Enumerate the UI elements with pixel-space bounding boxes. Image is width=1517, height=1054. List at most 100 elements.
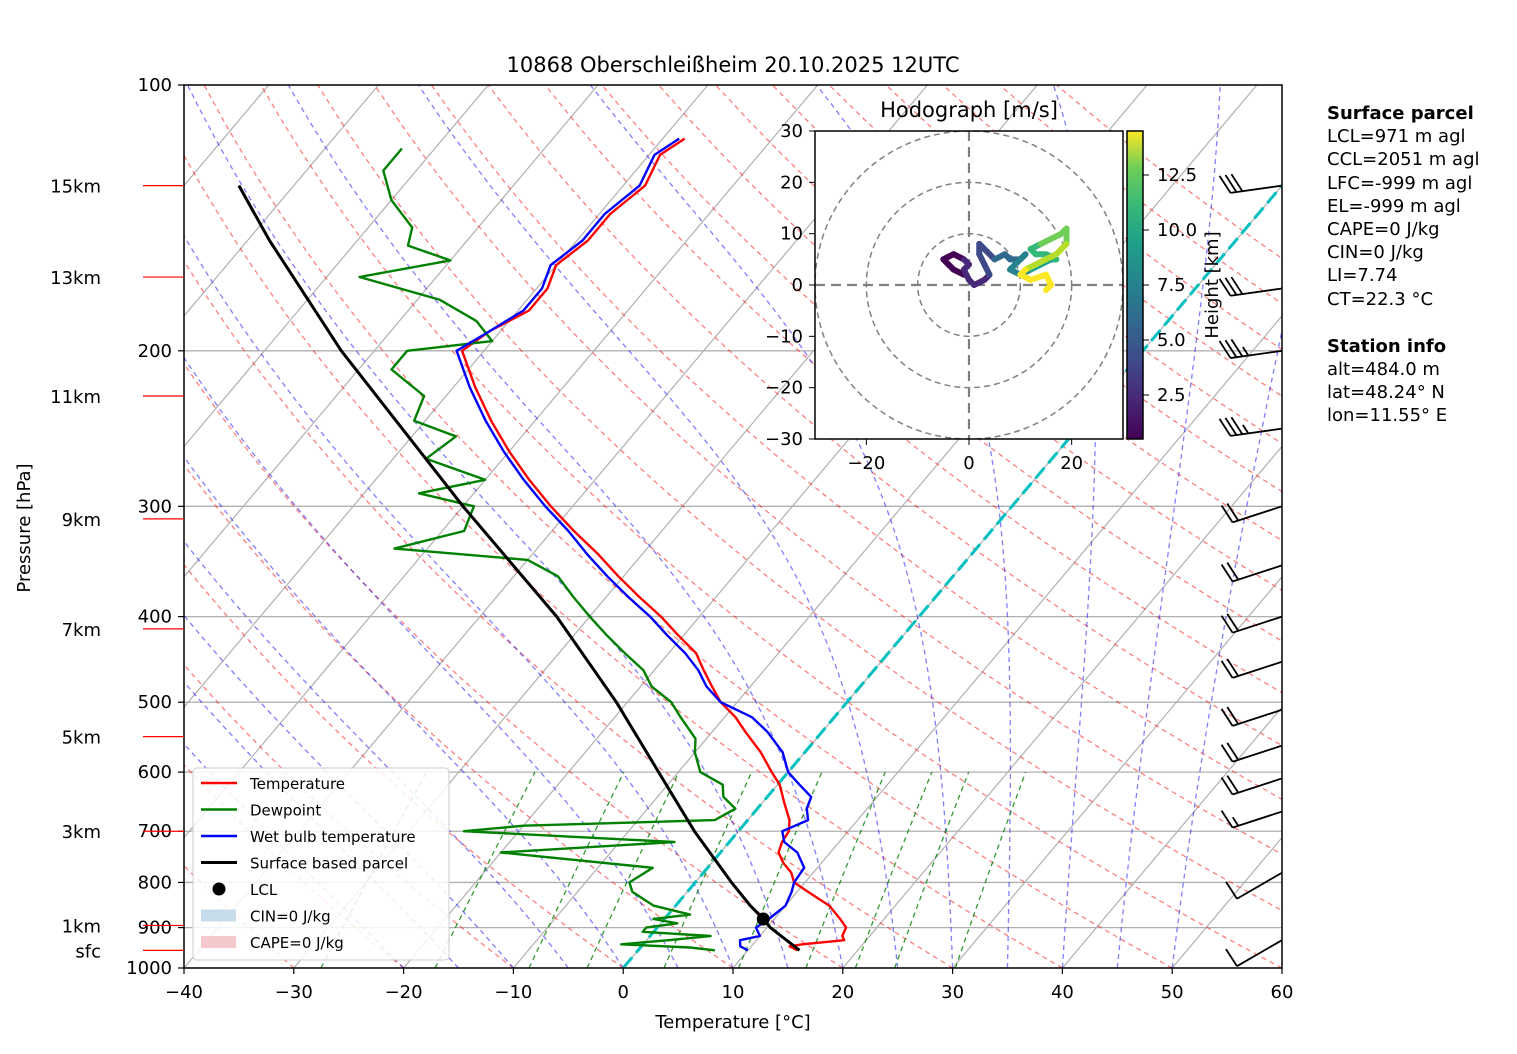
barb-flag	[1242, 424, 1250, 434]
wind-barb	[1220, 503, 1283, 524]
mixing-ratio-line	[954, 771, 1027, 968]
axes: −40 −30 −20 −10 0 10 20 30 40 50 60100200300400500…	[50, 75, 1293, 1003]
hodograph-x-tick-label: 20	[1060, 453, 1083, 474]
hodograph-y-tick-label: −30	[765, 429, 803, 450]
x-tick-label: −30	[275, 982, 313, 1003]
zero-isotherm-line	[622, 183, 1282, 968]
mixing-ratio-line	[663, 771, 753, 968]
y-tick-label: 900	[138, 918, 172, 939]
legend-label: Wet bulb temperature	[250, 828, 416, 846]
barb-flag	[1224, 417, 1238, 436]
barb-flag	[1224, 277, 1238, 296]
colorbar-tick-label: 2.5	[1157, 385, 1186, 406]
barb-flag	[1220, 744, 1234, 763]
barb-staff	[1232, 777, 1283, 796]
hodograph-title: Hodograph [m/s]	[880, 98, 1058, 122]
colorbar-label: Height [km]	[1202, 231, 1223, 338]
height-marker-label: 13km	[50, 268, 101, 289]
wind-barb	[1220, 706, 1283, 727]
moist-adiabat	[417, 85, 899, 968]
info-ct: CT=22.3 °C	[1327, 288, 1434, 310]
dry-adiabat	[184, 154, 1063, 968]
barb-flag	[1226, 562, 1240, 581]
isotherm	[1061, 706, 1282, 968]
dewpoint-line	[358, 147, 737, 952]
wetbulb-line	[455, 137, 813, 952]
barb-flag	[1226, 775, 1240, 794]
isotherm	[732, 315, 1282, 968]
info-lon: lon=11.55° E	[1327, 405, 1448, 427]
wind-barbs	[1218, 173, 1283, 967]
mixing-ratio-line	[854, 771, 933, 968]
wind-barb	[1218, 338, 1283, 359]
wind-barb	[1220, 742, 1283, 763]
barb-flag	[1226, 658, 1240, 677]
colorbar-tick-label: 7.5	[1157, 275, 1186, 296]
barb-flag	[1220, 708, 1234, 727]
height-marker-label: 9km	[62, 510, 101, 531]
barb-flag	[1226, 613, 1240, 632]
colorbar-tick-label: 10.0	[1157, 220, 1197, 241]
barb-flag	[1218, 175, 1232, 194]
dry-adiabat	[317, 85, 1282, 912]
barb-staff	[1232, 615, 1283, 634]
height-marker-label: sfc	[75, 941, 101, 962]
barb-flag	[1218, 278, 1232, 297]
moist-adiabat	[184, 456, 624, 968]
barb-flag	[1224, 339, 1238, 358]
x-tick-label: 10	[722, 982, 745, 1003]
wind-barb	[1225, 939, 1283, 967]
info-ccl: CCL=2051 m agl	[1327, 149, 1480, 171]
info-cin: CIN=0 J/kg	[1327, 242, 1424, 264]
barb-flag	[1225, 881, 1238, 900]
hodograph: Hodograph [m/s] −20 0 20 −30 −20 −10 0 10 20 30 2.5…	[765, 98, 1223, 474]
isotherm	[184, 85, 709, 709]
barb-flag	[1230, 338, 1244, 357]
height-marker-label: 5km	[62, 728, 101, 749]
barb-staff	[1232, 505, 1283, 524]
y-tick-label: 500	[138, 692, 172, 713]
station-info-title: Station info	[1327, 335, 1447, 357]
mixing-ratio-line	[434, 771, 536, 968]
x-tick-label: 0	[617, 982, 628, 1003]
info-lcl: LCL=971 m agl	[1327, 126, 1466, 148]
x-tick-label: 40	[1051, 982, 1074, 1003]
barb-flag	[1220, 660, 1234, 679]
isotherm	[842, 445, 1282, 968]
info-lfc: LFC=-999 m agl	[1327, 172, 1473, 194]
barb-staff	[1232, 708, 1283, 727]
wind-barb	[1220, 562, 1283, 583]
legend-label: Dewpoint	[250, 802, 321, 820]
hodograph-x-tick-label: −20	[847, 453, 885, 474]
y-tick-label: 100	[138, 75, 172, 96]
isotherm	[184, 85, 599, 578]
barb-staff	[1232, 564, 1283, 583]
hodograph-y-tick-label: −20	[765, 378, 803, 399]
wind-barb	[1218, 416, 1283, 437]
barb-flag	[1231, 816, 1240, 827]
wind-barb	[1220, 658, 1283, 679]
dry-adiabat	[203, 85, 1173, 968]
barb-staff	[1230, 349, 1283, 359]
moist-adiabat	[1116, 85, 1221, 968]
legend-swatch	[201, 936, 236, 948]
moist-adiabat	[184, 614, 514, 968]
x-tick-label: 30	[941, 982, 964, 1003]
wind-barb	[1218, 173, 1283, 194]
hodograph-plot	[815, 131, 1123, 439]
y-tick-label: 800	[138, 872, 172, 893]
info-li: LI=7.74	[1327, 265, 1398, 287]
isotherm	[184, 85, 379, 317]
barb-staff	[1230, 184, 1283, 194]
moist-adiabat	[1171, 327, 1282, 968]
barb-flag	[1230, 173, 1244, 192]
y-tick-label: 200	[138, 341, 172, 362]
info-panel: Surface parcel LCL=971 m agl CCL=2051 m …	[1327, 102, 1480, 428]
dry-adiabat	[184, 259, 953, 968]
isotherm	[952, 575, 1282, 968]
barb-staff	[1236, 939, 1283, 967]
barb-flag	[1220, 615, 1234, 634]
barb-flag	[1220, 504, 1234, 523]
dry-adiabat	[374, 85, 1282, 855]
barb-staff	[1232, 810, 1283, 829]
